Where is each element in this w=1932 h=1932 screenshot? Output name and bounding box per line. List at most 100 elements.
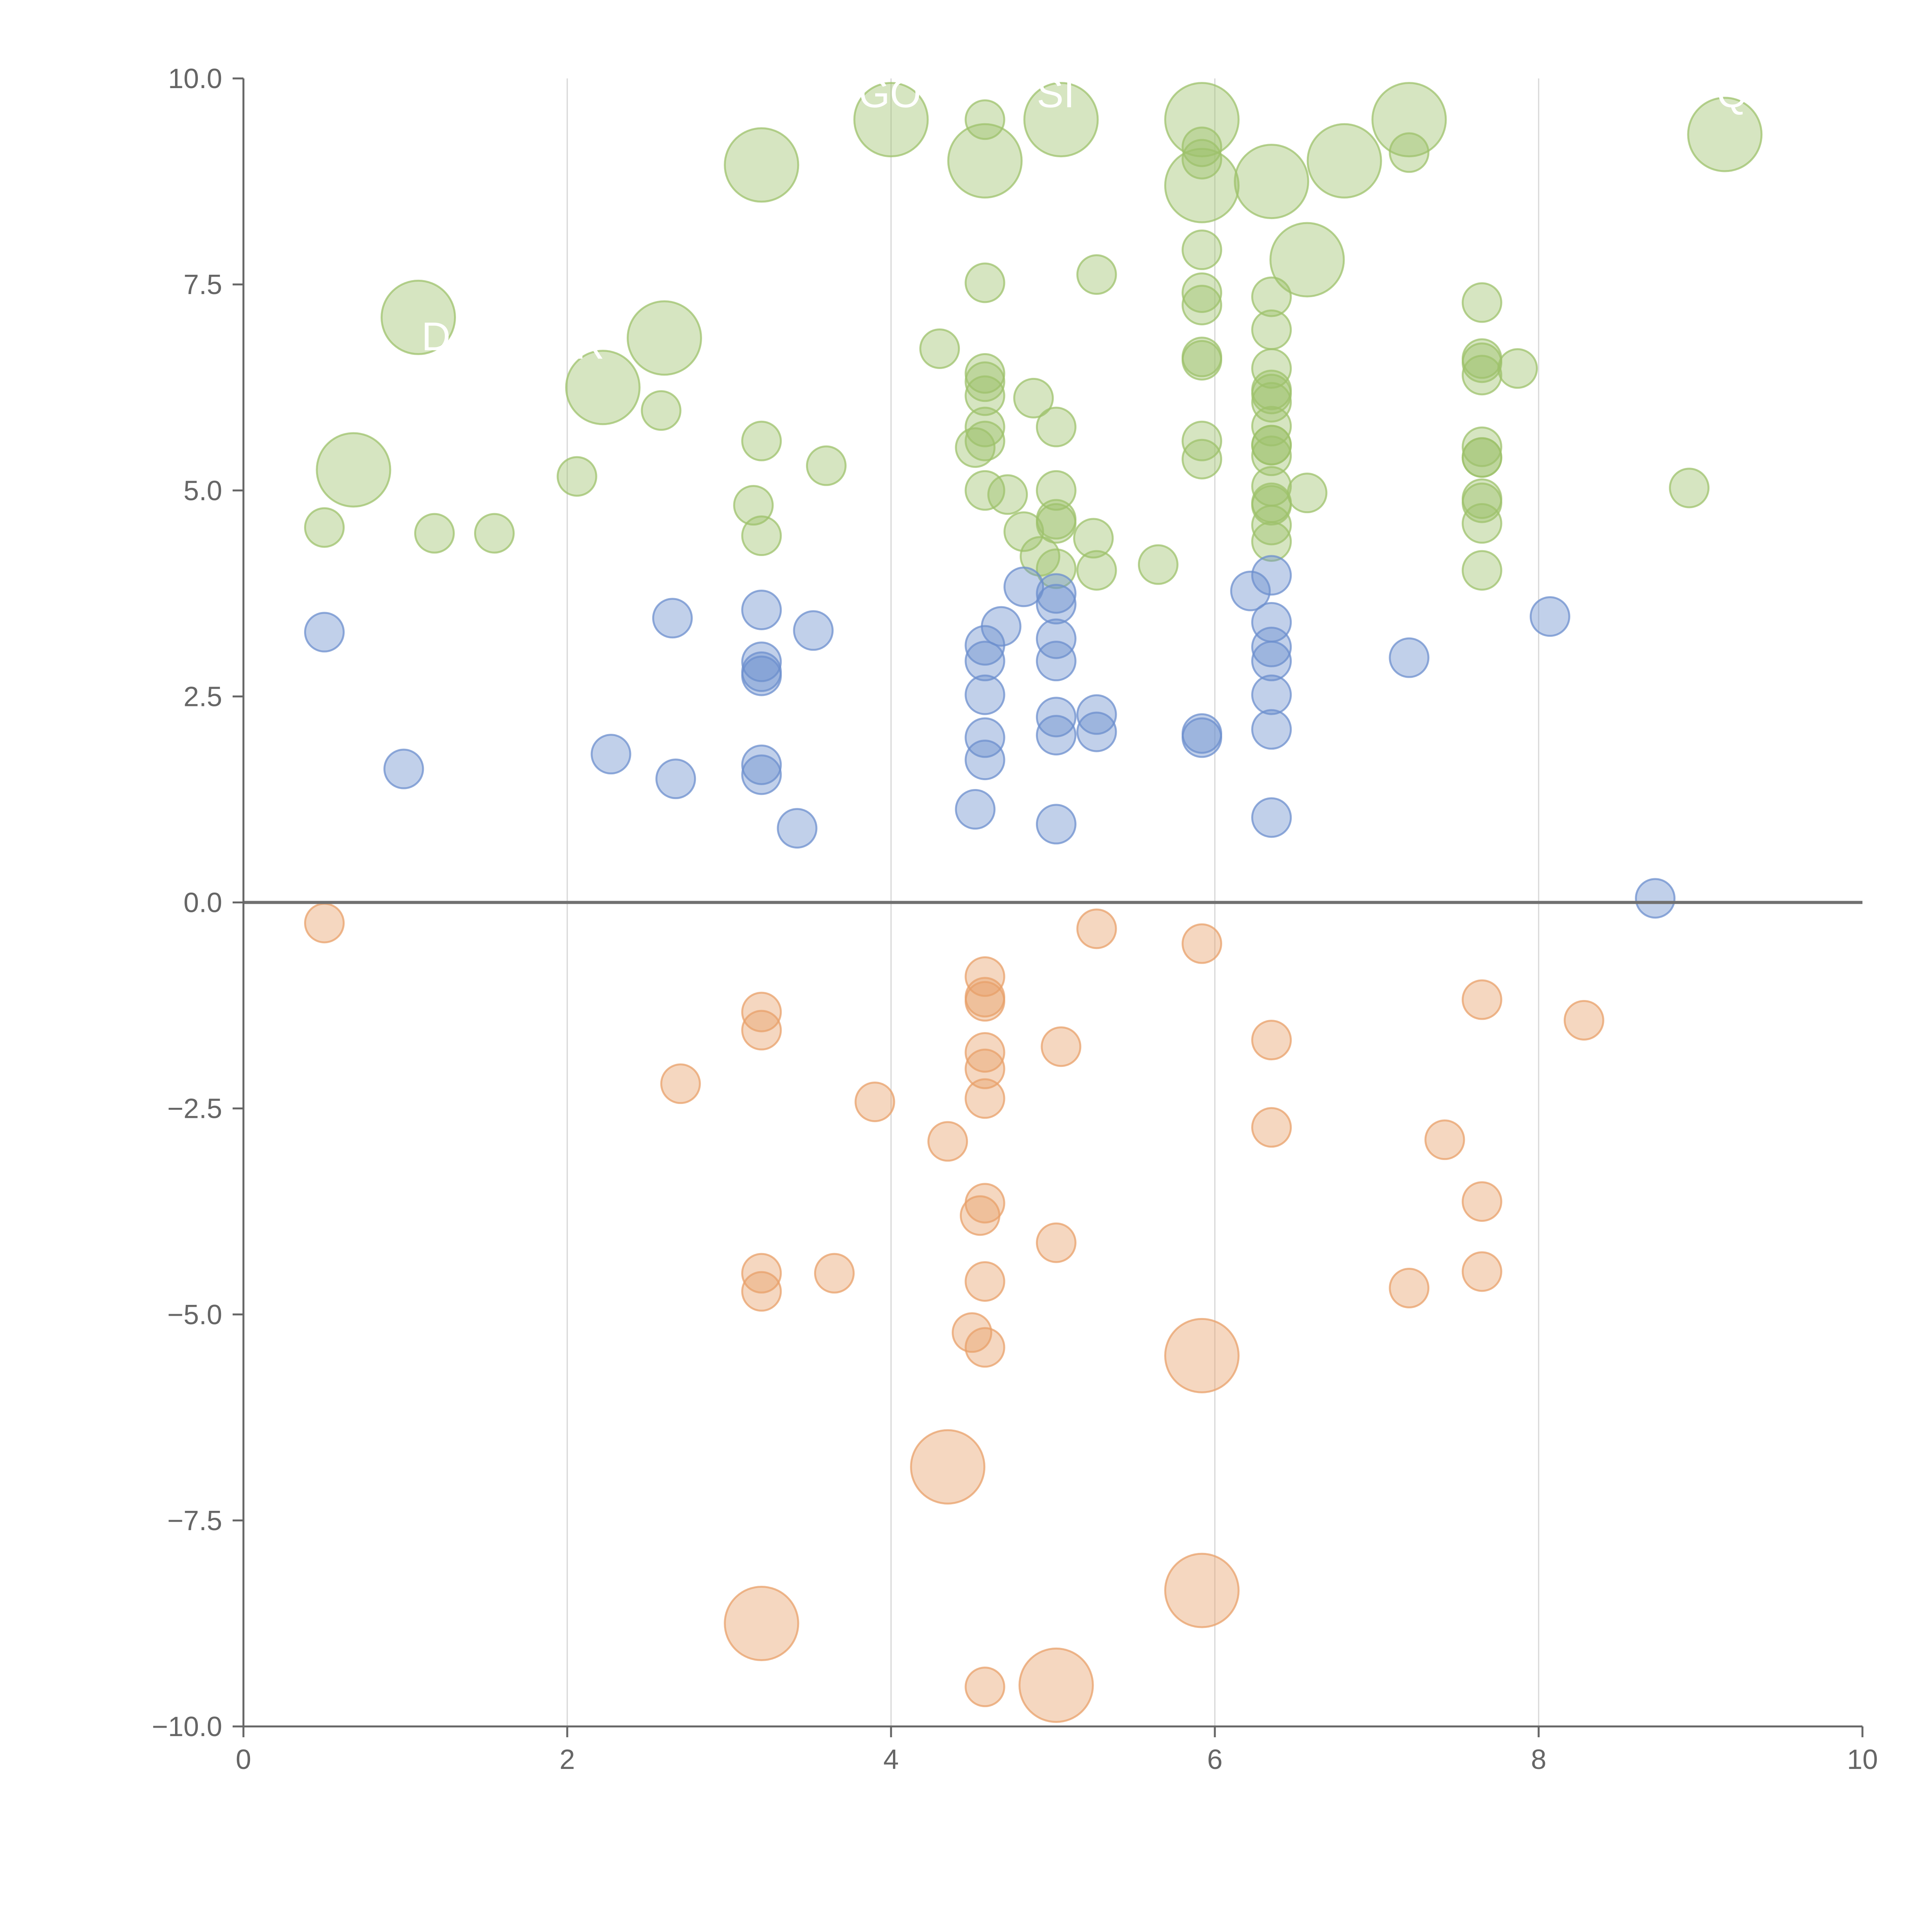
upper-bubble-75 bbox=[1461, 355, 1502, 396]
middle-bubble-6 bbox=[741, 641, 782, 682]
y-tick-label-2: 5.0 bbox=[184, 475, 222, 506]
upper-bubble-68 bbox=[1287, 473, 1328, 514]
middle-bubble-11 bbox=[777, 808, 818, 849]
upper-bubble-53 bbox=[1251, 309, 1292, 350]
lower-bubble-35 bbox=[1461, 1181, 1502, 1222]
upper-bubble-37 bbox=[1076, 254, 1117, 295]
lower-bubble-19 bbox=[964, 1183, 1005, 1224]
middle-bubble-12 bbox=[793, 610, 834, 651]
upper-bubble-31 bbox=[1036, 470, 1077, 511]
middle-bubble-39 bbox=[1251, 797, 1292, 838]
x-tick-label-3: 6 bbox=[1207, 1744, 1223, 1775]
middle-bubble-1 bbox=[383, 748, 424, 789]
lower-bubble-22 bbox=[964, 1667, 1005, 1708]
upper-bubble-3 bbox=[414, 513, 455, 554]
lower-bubble-31 bbox=[1251, 1107, 1292, 1148]
lower-bubble-5 bbox=[741, 1271, 782, 1312]
middle-bubble-0 bbox=[304, 612, 345, 653]
upper-bubble-82 bbox=[1461, 550, 1502, 591]
lower-bubble-13 bbox=[964, 956, 1005, 997]
lower-bubble-8 bbox=[854, 1082, 895, 1122]
y-tick-label-8: −10.0 bbox=[152, 1711, 222, 1742]
upper-bubble-70 bbox=[1371, 82, 1447, 158]
y-tick-label-1: 7.5 bbox=[184, 269, 222, 300]
lower-bubble-26 bbox=[1076, 908, 1117, 949]
middle-bubble-24 bbox=[1036, 641, 1077, 682]
x-tick-label-2: 4 bbox=[883, 1744, 899, 1775]
upper-bubble-34 bbox=[1036, 548, 1077, 589]
upper-bubble-45 bbox=[1181, 272, 1222, 313]
lower-bubble-27 bbox=[1181, 923, 1222, 964]
upper-bubble-11 bbox=[741, 420, 782, 461]
upper-bubble-56 bbox=[1251, 374, 1292, 415]
middle-bubble-19 bbox=[981, 606, 1022, 647]
lower-bubble-0 bbox=[304, 903, 345, 944]
lower-bubble-17 bbox=[964, 1048, 1005, 1089]
middle-bubble-27 bbox=[1036, 804, 1077, 845]
lower-bubble-28 bbox=[1164, 1318, 1240, 1393]
lower-bubble-25 bbox=[1041, 1026, 1082, 1067]
lower-bubble-4 bbox=[741, 1253, 782, 1294]
lower-bubble-15 bbox=[964, 981, 1005, 1022]
upper-bubble-57 bbox=[1251, 382, 1292, 423]
upper-bubble-44 bbox=[1181, 230, 1222, 270]
upper-bubble-22 bbox=[964, 375, 1005, 416]
upper-bubble-48 bbox=[1181, 340, 1222, 381]
upper-bubble-24 bbox=[964, 420, 1005, 461]
lower-bubble-6 bbox=[724, 1585, 799, 1661]
x-tick-label-4: 8 bbox=[1531, 1744, 1546, 1775]
upper-bubble-40 bbox=[1164, 82, 1240, 158]
middle-bubble-15 bbox=[964, 641, 1005, 682]
x-tick-label-1: 2 bbox=[560, 1744, 575, 1775]
upper-bubble-18 bbox=[947, 123, 1023, 199]
lower-bubble-33 bbox=[1424, 1119, 1465, 1160]
middle-bubble-38 bbox=[1251, 709, 1292, 750]
upper-bubble-28 bbox=[1013, 378, 1054, 418]
upper-bubble-67 bbox=[1269, 222, 1345, 298]
middle-bubble-29 bbox=[1076, 711, 1117, 752]
y-tick-label-6: −5.0 bbox=[167, 1299, 222, 1330]
upper-bubble-61 bbox=[1251, 435, 1292, 476]
upper-bubble-51 bbox=[1234, 144, 1310, 219]
middle-bubble-35 bbox=[1251, 626, 1292, 667]
upper-bubble-36 bbox=[1073, 518, 1114, 559]
upper-bubble-23 bbox=[964, 406, 1005, 447]
upper-bubble-35 bbox=[1023, 82, 1099, 158]
lower-bubble-18 bbox=[964, 1078, 1005, 1119]
upper-bubble-15 bbox=[919, 328, 960, 369]
middle-bubble-32 bbox=[1230, 570, 1271, 611]
upper-bubble-13 bbox=[806, 445, 847, 486]
upper-bubble-43 bbox=[1164, 148, 1240, 223]
middle-bubble-36 bbox=[1251, 641, 1292, 682]
middle-bubble-28 bbox=[1076, 694, 1117, 735]
upper-bubble-65 bbox=[1251, 505, 1292, 546]
y-tick-label-5: −2.5 bbox=[167, 1094, 222, 1124]
middle-bubble-42 bbox=[1635, 878, 1676, 919]
middle-bubble-41 bbox=[1529, 596, 1570, 637]
upper-bubble-46 bbox=[1181, 284, 1222, 325]
lower-bubble-32 bbox=[1389, 1268, 1430, 1309]
upper-bubble-49 bbox=[1181, 420, 1222, 461]
upper-bubble-39 bbox=[1138, 544, 1179, 585]
upper-bubble-27 bbox=[1003, 511, 1044, 552]
middle-bubble-5 bbox=[741, 589, 782, 630]
upper-bubble-8 bbox=[626, 300, 702, 376]
upper-bubble-19 bbox=[964, 262, 1005, 303]
upper-bubble-33 bbox=[1036, 503, 1077, 544]
upper-bubble-20 bbox=[964, 353, 1005, 394]
middle-bubble-8 bbox=[741, 655, 782, 696]
upper-bubble-78 bbox=[1461, 437, 1502, 478]
point-label-3: R bbox=[575, 323, 604, 367]
upper-bubble-50 bbox=[1181, 439, 1222, 480]
lower-bubble-23 bbox=[1036, 1222, 1077, 1263]
middle-bubble-3 bbox=[652, 598, 693, 639]
upper-bubble-4 bbox=[474, 513, 515, 554]
lower-bubble-29 bbox=[1164, 1553, 1240, 1628]
y-tick-label-7: −7.5 bbox=[167, 1505, 222, 1536]
point-label-0: GO bbox=[859, 71, 921, 116]
upper-bubble-72 bbox=[1461, 282, 1502, 323]
upper-bubble-10 bbox=[724, 127, 799, 203]
upper-bubble-60 bbox=[1251, 425, 1292, 466]
